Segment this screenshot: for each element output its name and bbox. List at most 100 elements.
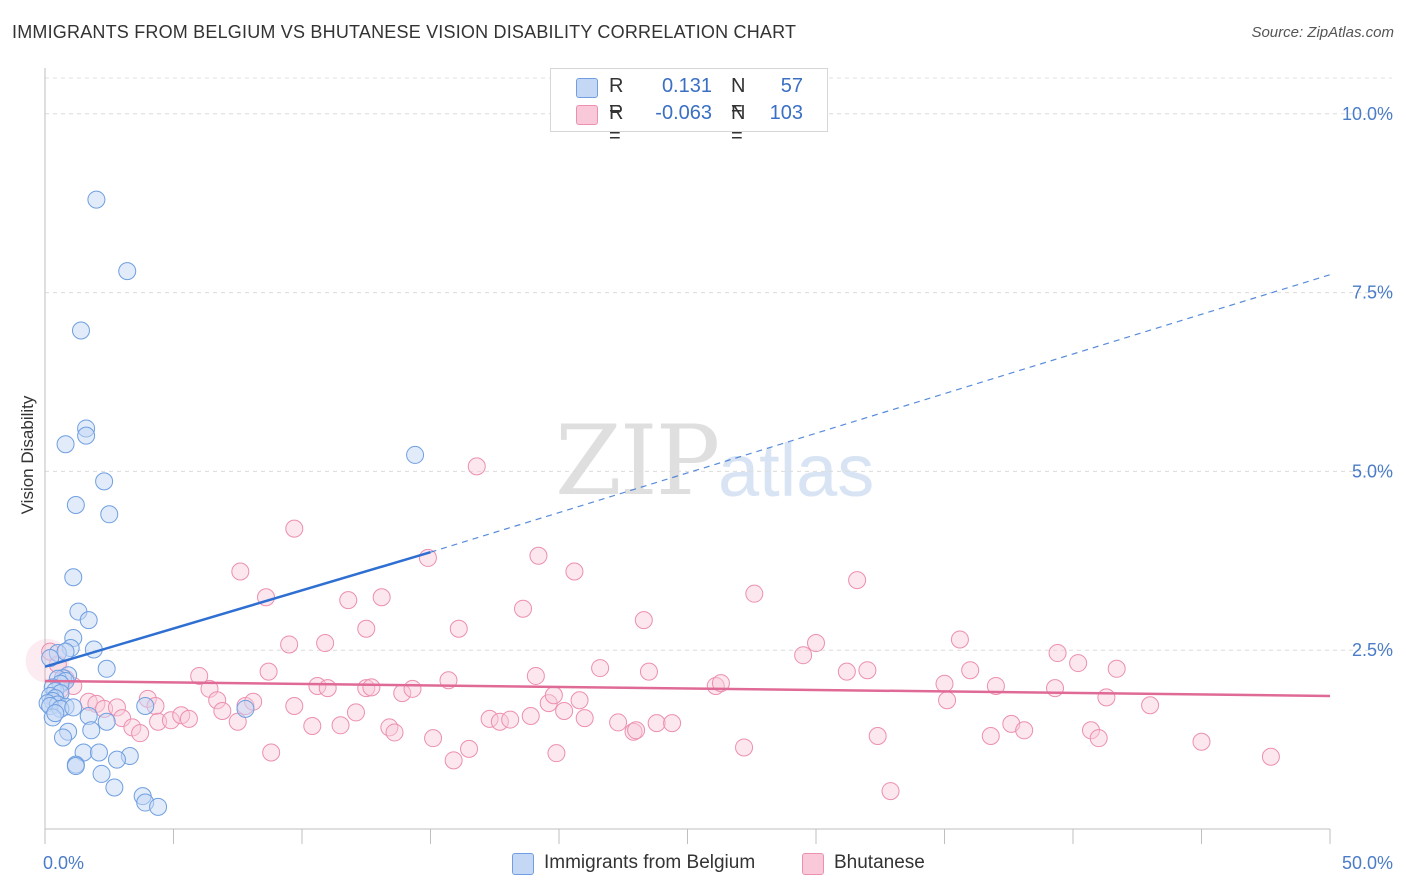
bottom-legend-belgium: Immigrants from Belgium xyxy=(544,852,756,873)
bhutanese-point xyxy=(362,678,381,697)
bhutanese-point xyxy=(262,743,281,762)
bhutanese-point xyxy=(1261,747,1280,766)
bhutanese-point xyxy=(444,751,463,770)
bhutanese-trend-line xyxy=(44,679,1331,698)
bhutanese-point xyxy=(526,666,545,685)
bhutanese-point xyxy=(318,679,337,698)
bhutanese-point xyxy=(961,661,980,680)
belgium-point xyxy=(236,699,255,718)
belgium-point xyxy=(77,426,96,445)
y-tick-label: 10.0% xyxy=(1342,104,1393,124)
bhutanese-point xyxy=(403,679,422,698)
bhutanese-point xyxy=(190,666,209,685)
belgium-trend-extension xyxy=(430,274,1331,553)
bhutanese-point xyxy=(639,662,658,681)
bhutanese-point xyxy=(868,727,887,746)
bhutanese-point xyxy=(647,714,666,733)
bottom-legend-bhutanese: Bhutanese xyxy=(834,852,925,873)
bhutanese-point xyxy=(807,634,825,653)
belgium-point xyxy=(66,757,85,776)
belgium-point xyxy=(97,712,116,731)
bhutanese-point xyxy=(161,711,180,730)
bhutanese-point xyxy=(837,662,856,681)
bhutanese-point xyxy=(460,739,479,758)
belgium-point xyxy=(149,797,168,816)
belgium-trend-line xyxy=(44,551,431,668)
tick-labels: 2.5% 5.0% 7.5% 10.0% 0.0% 50.0% xyxy=(43,104,1393,873)
y-tick-label: 7.5% xyxy=(1352,283,1393,303)
belgium-point xyxy=(46,704,65,723)
bhutanese-point xyxy=(280,635,299,654)
bhutanese-point xyxy=(357,619,376,638)
bhutanese-point xyxy=(1141,696,1160,715)
belgium-point xyxy=(92,764,111,783)
bhutanese-point xyxy=(735,738,754,757)
bhutanese-point xyxy=(385,723,404,742)
bhutanese-point xyxy=(555,701,574,720)
legend-r-value: 0.131 xyxy=(661,75,712,97)
bhutanese-point xyxy=(591,659,610,678)
x-tick-label: 50.0% xyxy=(1342,853,1393,873)
bhutanese-point xyxy=(986,676,1005,695)
bhutanese-point xyxy=(285,696,304,715)
chart-source: Source: ZipAtlas.com xyxy=(1251,24,1394,41)
bhutanese-point xyxy=(521,706,540,725)
bhutanese-point xyxy=(179,709,198,728)
bhutanese-point xyxy=(794,646,813,665)
bhutanese-point xyxy=(981,727,1000,746)
bottom-legend-swatch-bhutanese xyxy=(802,853,824,875)
legend-n-value: 57 xyxy=(780,75,803,97)
belgium-point xyxy=(82,721,101,740)
belgium-point xyxy=(118,262,137,281)
belgium-point xyxy=(56,435,75,454)
bhutanese-point xyxy=(529,546,548,565)
legend-r-key: R = xyxy=(609,102,624,147)
bhutanese-point xyxy=(346,703,365,722)
legend-swatch-belgium xyxy=(576,78,598,98)
belgium-point xyxy=(105,778,124,797)
bhutanese-point xyxy=(858,661,877,680)
bhutanese-point xyxy=(544,686,563,705)
bhutanese-point xyxy=(881,782,900,801)
belgium-point xyxy=(87,190,106,209)
legend-swatch-bhutanese xyxy=(576,105,598,125)
bhutanese-point xyxy=(449,619,468,638)
bhutanese-point xyxy=(372,588,391,607)
belgium-point xyxy=(53,728,72,747)
bhutanese-point xyxy=(480,709,499,728)
watermark-zip: ZIP xyxy=(555,405,720,517)
belgium-point xyxy=(71,321,90,340)
x-tick-label: 0.0% xyxy=(43,853,84,873)
legend-n-key: N = xyxy=(731,75,746,120)
belgium-point xyxy=(136,696,155,715)
bhutanese-point xyxy=(745,584,764,603)
bhutanese-point xyxy=(467,457,486,476)
bhutanese-point xyxy=(285,519,304,538)
bhutanese-point xyxy=(303,717,322,736)
bhutanese-point xyxy=(501,710,520,729)
data-points xyxy=(25,190,1280,816)
bhutanese-point xyxy=(259,662,278,681)
bhutanese-point xyxy=(547,744,566,763)
watermark-atlas: atlas xyxy=(718,429,875,512)
bhutanese-point xyxy=(848,571,867,590)
bhutanese-point xyxy=(149,712,168,731)
bhutanese-point xyxy=(575,709,594,728)
bhutanese-point xyxy=(1192,732,1211,751)
bhutanese-point xyxy=(1081,721,1100,740)
grid-lines xyxy=(45,77,1392,651)
belgium-point xyxy=(89,743,108,762)
belgium-point xyxy=(100,505,119,524)
belgium-point xyxy=(107,750,126,769)
bhutanese-point xyxy=(1107,659,1126,678)
belgium-point xyxy=(95,472,114,491)
bottom-legend-swatch-belgium xyxy=(512,853,534,875)
bhutanese-point xyxy=(514,599,533,618)
bhutanese-point xyxy=(424,729,443,748)
bhutanese-point xyxy=(339,591,358,610)
bhutanese-point xyxy=(213,701,232,720)
bhutanese-point xyxy=(634,611,653,630)
belgium-point xyxy=(66,495,85,514)
bhutanese-point xyxy=(1069,654,1088,673)
